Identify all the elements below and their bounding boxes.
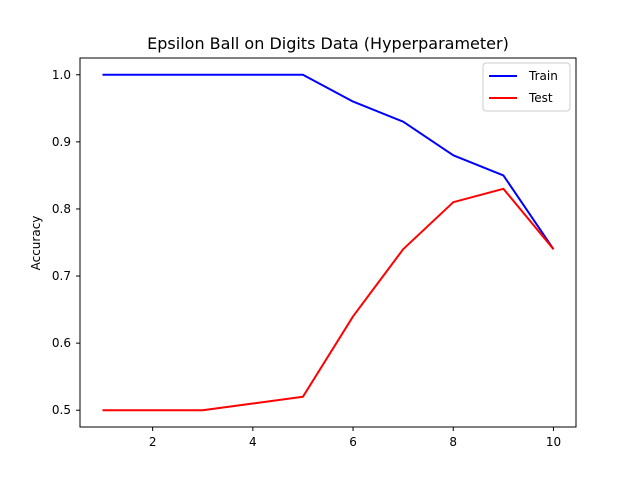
x-tick-label: 2 — [149, 435, 157, 449]
x-tick-label: 8 — [449, 435, 457, 449]
y-tick-label: 0.7 — [52, 269, 71, 283]
plot-area-frame — [79, 57, 577, 428]
chart-title: Epsilon Ball on Digits Data (Hyperparame… — [147, 34, 509, 53]
series-lines — [102, 73, 555, 412]
y-tick-label: 1.0 — [52, 68, 71, 82]
legend: Train Test — [482, 62, 571, 112]
y-tick-label: 0.8 — [52, 202, 71, 216]
legend-label-train: Train — [528, 69, 558, 83]
y-axis-label: Accuracy — [29, 216, 43, 271]
x-tick-label: 4 — [249, 435, 257, 449]
series-line-test — [102, 187, 555, 412]
x-tick-label: 10 — [546, 435, 561, 449]
axis-ticks: 2 4 6 8 10 0.5 0.6 0.7 0.8 0.9 1.0 — [52, 68, 561, 449]
y-tick-label: 0.6 — [52, 336, 71, 350]
y-tick-label: 0.9 — [52, 135, 71, 149]
series-line-train — [102, 73, 555, 250]
legend-label-test: Test — [528, 91, 553, 105]
y-tick-label: 0.5 — [52, 403, 71, 417]
x-tick-label: 6 — [349, 435, 357, 449]
